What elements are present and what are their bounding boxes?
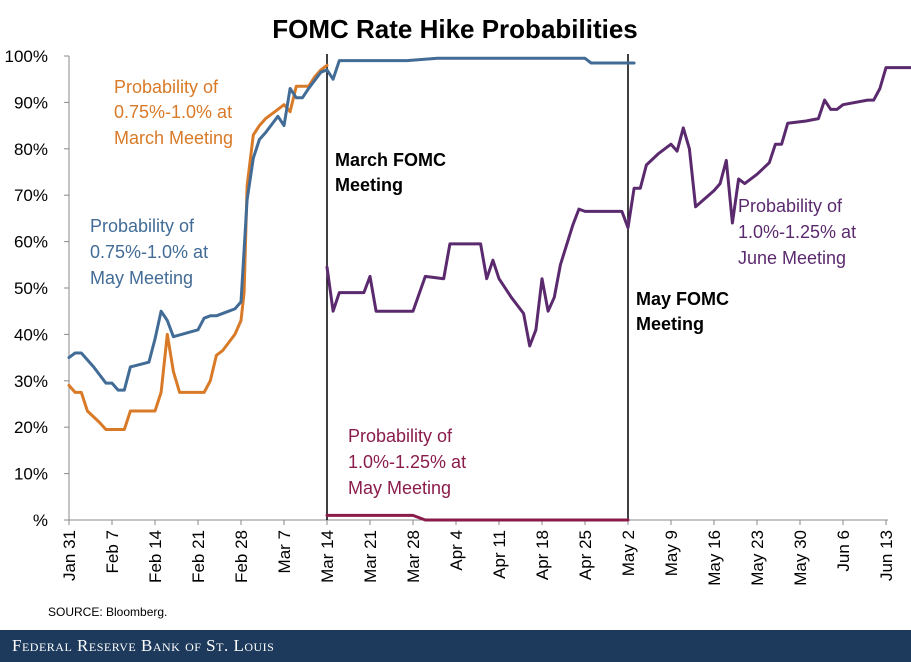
x-tick-label: Feb 21 <box>189 530 208 583</box>
x-tick-label: May 16 <box>705 530 724 586</box>
series-march-meeting-0.75-1.0 <box>67 63 329 431</box>
series-may-meeting-0.75-1.0 <box>67 56 636 392</box>
annotation-march-fomc: March FOMC Meeting <box>335 150 451 195</box>
annotation-march-fomc-line-2: Meeting <box>335 175 403 195</box>
annotation-may-line-1: Probability of <box>90 216 195 236</box>
x-tick-label: Apr 11 <box>490 530 509 579</box>
annotation-march-line-2: 0.75%-1.0% at <box>114 102 232 122</box>
x-tick-label: Apr 18 <box>533 530 552 580</box>
annotation-may-fomc: May FOMC Meeting <box>636 289 734 334</box>
x-tick-label: May 9 <box>662 530 681 576</box>
y-tick-label: 10% <box>14 465 48 484</box>
annotation-june-line-2: 1.0%-1.25% at <box>738 222 856 242</box>
y-tick-label: 100% <box>5 47 48 66</box>
footer-bar: Federal Reserve Bank of St. Louis <box>0 630 911 662</box>
annotation-may-purple-line-3: May Meeting <box>348 478 451 498</box>
x-tick-label: Mar 21 <box>361 530 380 583</box>
x-tick-label: Apr 4 <box>447 530 466 571</box>
x-tick-label: May 30 <box>791 530 810 586</box>
chart-title: FOMC Rate Hike Probabilities <box>272 14 638 44</box>
x-tick-label: Mar 28 <box>404 530 423 583</box>
y-tick-label: 90% <box>14 93 48 112</box>
fomc-chart: FOMC Rate Hike Probabilities % 10% 20% 30% 4… <box>5 14 911 619</box>
x-tick-label: Mar 7 <box>275 530 294 573</box>
footer-text: Federal Reserve Bank of St. Louis <box>12 636 275 655</box>
annotation-may-purple-line-2: 1.0%-1.25% at <box>348 452 466 472</box>
y-tick-label: % <box>33 511 48 530</box>
y-tick-label: 50% <box>14 279 48 298</box>
annotation-june-probability: Probability of 1.0%-1.25% at June Meetin… <box>738 196 861 268</box>
x-tick-label: Jun 6 <box>834 530 853 572</box>
source-note: SOURCE: Bloomberg. <box>48 605 167 619</box>
annotation-june-line-1: Probability of <box>738 196 843 216</box>
annotation-march-line-1: Probability of <box>114 77 219 97</box>
series-may-meeting-1.0-1.25 <box>325 513 630 522</box>
annotation-may-probability: Probability of 0.75%-1.0% at May Meeting <box>90 216 213 288</box>
annotation-march-probability: Probability of 0.75%-1.0% at March Meeti… <box>114 77 237 148</box>
y-tick-label: 60% <box>14 233 48 252</box>
annotation-may-purple-line-1: Probability of <box>348 426 453 446</box>
x-tick-label: Feb 7 <box>103 530 122 573</box>
y-tick-label: 80% <box>14 140 48 159</box>
x-tick-label: Jan 31 <box>60 530 79 581</box>
x-tick-label: Jun 13 <box>877 530 896 581</box>
annotation-march-line-3: March Meeting <box>114 128 233 148</box>
x-tick-label: Feb 14 <box>146 530 165 583</box>
series-group <box>67 56 911 522</box>
y-tick-label: 20% <box>14 418 48 437</box>
annotation-may-fomc-line-2: Meeting <box>636 314 704 334</box>
x-tick-label: May 2 <box>619 530 638 576</box>
annotation-june-line-3: June Meeting <box>738 248 846 268</box>
y-tick-label: 30% <box>14 372 48 391</box>
x-tick-label: Mar 14 <box>318 530 337 583</box>
annotation-may-fomc-line-1: May FOMC <box>636 289 729 309</box>
annotation-march-fomc-line-1: March FOMC <box>335 150 446 170</box>
x-axis-ticks: Jan 31 Feb 7 Feb 14 Feb 21 Feb 28 Mar 7 Mar 14… <box>60 520 896 586</box>
y-tick-label: 70% <box>14 186 48 205</box>
series-june-meeting-1.0-1.25 <box>325 66 911 348</box>
x-tick-label: May 23 <box>748 530 767 586</box>
annotation-may-purple-probability: Probability of 1.0%-1.25% at May Meeting <box>348 426 471 498</box>
x-tick-label: Apr 25 <box>576 530 595 580</box>
x-tick-label: Feb 28 <box>232 530 251 583</box>
annotation-may-line-3: May Meeting <box>90 268 193 288</box>
y-tick-label: 40% <box>14 325 48 344</box>
y-axis-ticks: % 10% 20% 30% 40% 50% 60% 70% 80% 90% 100% <box>5 47 69 530</box>
annotation-may-line-2: 0.75%-1.0% at <box>90 242 208 262</box>
